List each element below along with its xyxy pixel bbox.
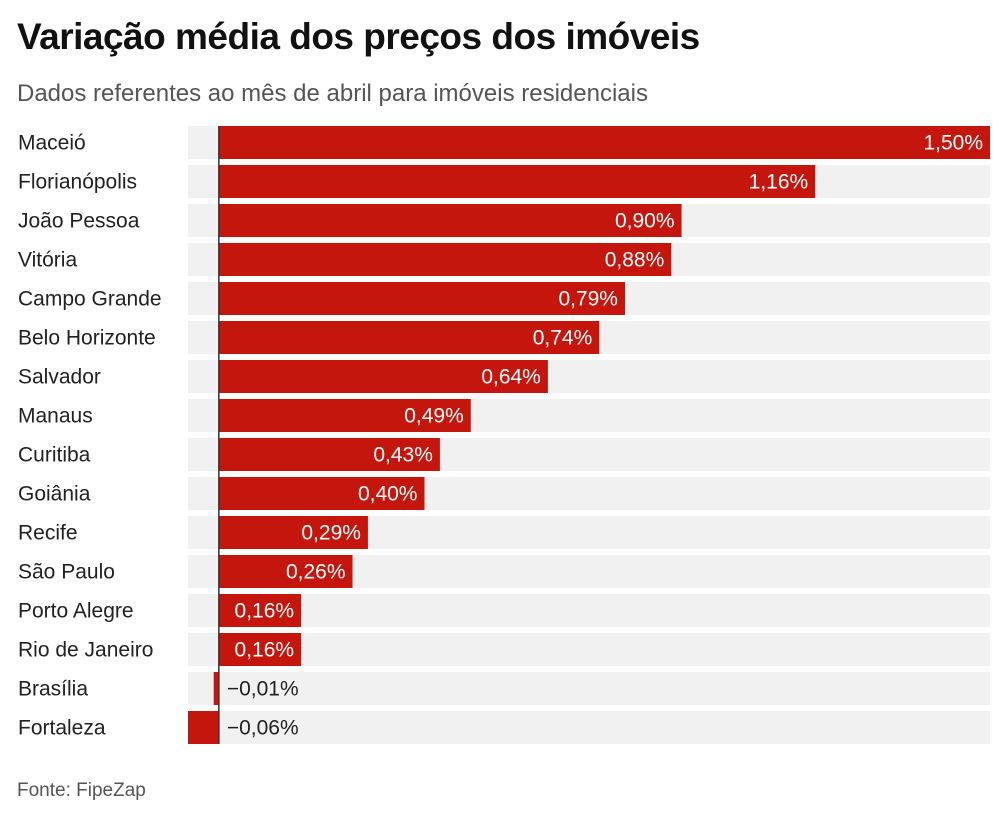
value-label: 0,40% — [358, 483, 418, 506]
category-label: Florianópolis — [18, 171, 137, 194]
category-label: Manaus — [18, 405, 93, 428]
source-note: Fonte: FipeZap — [17, 780, 146, 801]
bar — [218, 204, 682, 237]
bar — [218, 477, 425, 510]
value-label: 0,49% — [404, 405, 464, 428]
category-label: Salvador — [18, 366, 101, 389]
category-label: Porto Alegre — [18, 600, 134, 623]
value-label: 0,29% — [301, 522, 361, 545]
category-label: Brasília — [18, 678, 88, 701]
category-label: João Pessoa — [18, 210, 140, 233]
bar — [218, 165, 816, 198]
value-label: 0,16% — [235, 600, 295, 623]
bar — [218, 399, 471, 432]
category-label: Vitória — [18, 249, 77, 272]
category-label: Maceió — [18, 132, 86, 155]
bar — [188, 711, 219, 744]
category-label: Belo Horizonte — [18, 327, 156, 350]
value-label: 0,64% — [481, 366, 541, 389]
value-label: 0,90% — [615, 210, 675, 233]
value-label: 1,50% — [923, 132, 983, 155]
value-label: 0,79% — [558, 288, 618, 311]
bar — [218, 243, 672, 276]
bar — [218, 126, 990, 159]
bar-track — [188, 594, 990, 627]
value-label: 0,26% — [286, 561, 346, 584]
bar — [218, 633, 302, 666]
bar-track — [188, 633, 990, 666]
bar — [218, 321, 600, 354]
bar — [218, 555, 353, 588]
category-label: Curitiba — [18, 444, 91, 467]
category-label: Fortaleza — [18, 717, 106, 740]
bar — [218, 360, 548, 393]
value-label: 0,88% — [605, 249, 665, 272]
value-label: −0,01% — [227, 678, 299, 701]
bar — [218, 282, 625, 315]
bar-track — [188, 711, 990, 744]
chart-title: Variação média dos preços dos imóveis — [17, 16, 700, 57]
bar — [218, 516, 368, 549]
bar — [213, 672, 219, 705]
value-label: 1,16% — [749, 171, 809, 194]
value-label: −0,06% — [227, 717, 299, 740]
value-label: 0,16% — [235, 639, 295, 662]
value-label: 0,74% — [533, 327, 593, 350]
bar — [218, 594, 302, 627]
value-label: 0,43% — [373, 444, 433, 467]
bar-track — [188, 672, 990, 705]
category-label: Goiânia — [18, 483, 91, 506]
bar — [218, 438, 440, 471]
chart-subtitle: Dados referentes ao mês de abril para im… — [17, 80, 648, 107]
category-label: Campo Grande — [18, 288, 162, 311]
category-label: São Paulo — [18, 561, 115, 584]
category-label: Rio de Janeiro — [18, 639, 153, 662]
category-label: Recife — [18, 522, 78, 545]
